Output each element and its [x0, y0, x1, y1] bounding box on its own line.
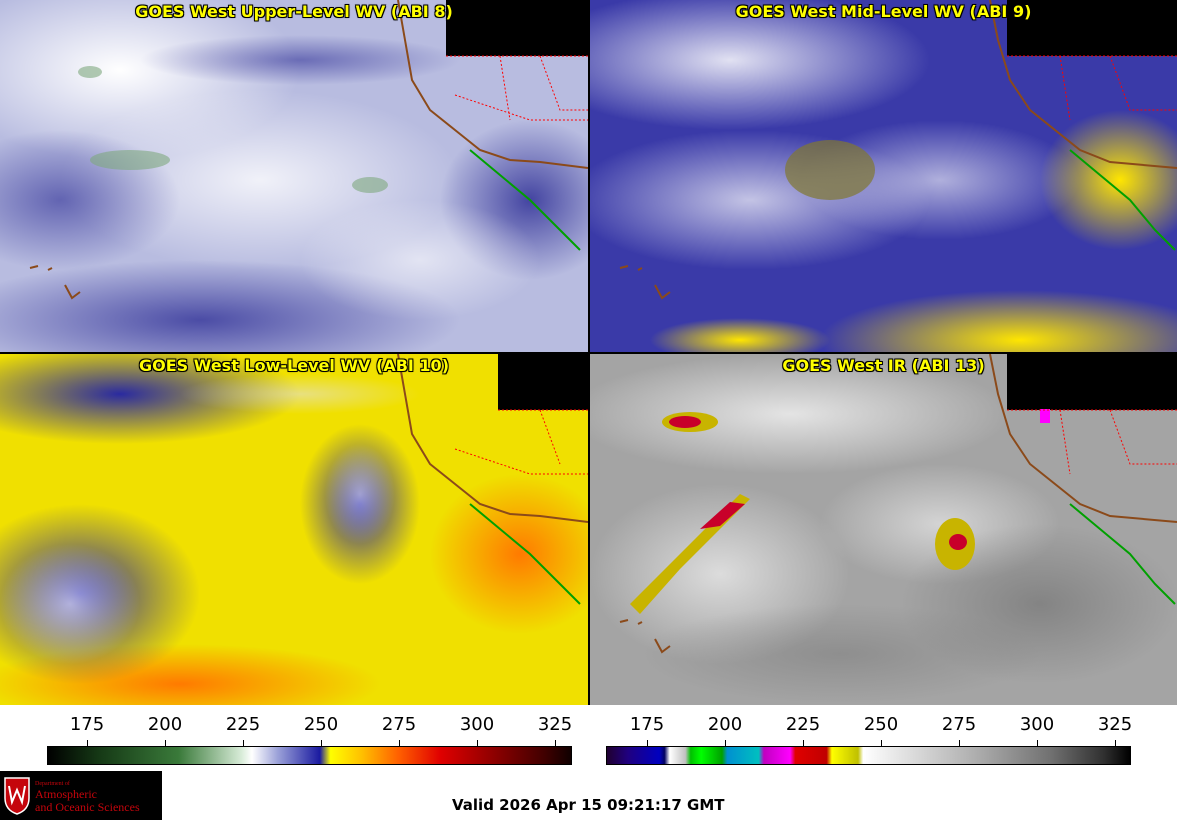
ir-image: [590, 354, 1177, 705]
colorbar-wv-tick: 250: [303, 714, 339, 735]
colorbar-wv-tick: 275: [381, 714, 417, 735]
panel-low-level-wv: GOES West Low-Level WV (ABI 10): [0, 354, 588, 705]
colorbar-wv-tick: 225: [225, 714, 261, 735]
colorbar-ir-gradient: [606, 746, 1131, 765]
panel-divider-horizontal: [0, 352, 1177, 354]
colorbar-water-vapor-gradient: [47, 746, 572, 765]
colorbar-ir: 175 200 225 250 275 300 325: [590, 706, 1177, 770]
mid-level-wv-image: [590, 0, 1177, 352]
colorbar-ir-ticks: 175 200 225 250 275 300 325: [590, 706, 1177, 747]
colorbar-ir-tick: 275: [941, 714, 977, 735]
aos-logo: Department of Atmospheric and Oceanic Sc…: [0, 771, 162, 820]
logo-line-2: Atmospheric: [35, 787, 97, 801]
colorbar-ir-tick: 300: [1019, 714, 1055, 735]
low-level-wv-image: [0, 354, 588, 705]
panel-title-low-level-wv: GOES West Low-Level WV (ABI 10): [138, 356, 449, 375]
colorbar-wv-tick: 300: [459, 714, 495, 735]
colorbar-water-vapor: 175 200 225 250 275 300 325: [0, 706, 588, 770]
panel-ir: GOES West IR (ABI 13): [590, 354, 1177, 705]
valid-time: Valid 2026 Apr 15 09:21:17 GMT: [452, 796, 725, 814]
colorbar-wv-tick: 175: [69, 714, 105, 735]
panel-mid-level-wv: GOES West Mid-Level WV (ABI 9): [590, 0, 1177, 352]
panel-title-mid-level-wv: GOES West Mid-Level WV (ABI 9): [735, 2, 1032, 21]
colorbar-wv-tick: 325: [537, 714, 573, 735]
panel-upper-level-wv: GOES West Upper-Level WV (ABI 8): [0, 0, 588, 352]
uw-crest-icon: [4, 777, 30, 815]
colorbar-ir-tick: 250: [863, 714, 899, 735]
colorbar-ir-tick: 225: [785, 714, 821, 735]
colorbar-ir-tick: 175: [629, 714, 665, 735]
colorbar-ir-tick: 200: [707, 714, 743, 735]
colorbar-ir-tick: 325: [1097, 714, 1133, 735]
logo-line-3: and Oceanic Sciences: [35, 800, 140, 814]
colorbar-wv-tick: 200: [147, 714, 183, 735]
panel-title-upper-level-wv: GOES West Upper-Level WV (ABI 8): [135, 2, 453, 21]
panel-title-ir: GOES West IR (ABI 13): [782, 356, 985, 375]
logo-line-1: Department of: [35, 781, 70, 787]
colorbar-water-vapor-ticks: 175 200 225 250 275 300 325: [0, 706, 588, 747]
upper-level-wv-image: [0, 0, 588, 352]
